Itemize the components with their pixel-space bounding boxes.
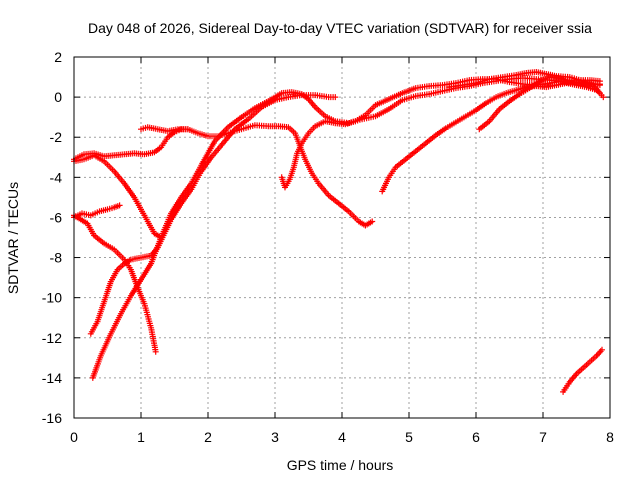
series-arc7 bbox=[138, 122, 376, 229]
series-markers bbox=[560, 346, 605, 395]
y-tick-label: -2 bbox=[50, 129, 63, 145]
y-tick-label: -4 bbox=[50, 169, 63, 185]
series-arc6 bbox=[89, 75, 603, 381]
x-tick-label: 3 bbox=[271, 429, 279, 445]
x-tick-label: 1 bbox=[137, 429, 145, 445]
y-tick-label: 2 bbox=[54, 49, 62, 65]
x-tick-label: 7 bbox=[539, 429, 547, 445]
y-tick-labels: -16 -14 -12 -10 -8 -6 -4 -2 0 2 bbox=[42, 49, 62, 426]
chart-title: Day 048 of 2026, Sidereal Day-to-day VTE… bbox=[88, 20, 592, 36]
x-tick-labels: 0 1 2 3 4 5 6 7 8 bbox=[70, 429, 614, 445]
series-arc11 bbox=[446, 69, 607, 101]
y-tick-label: -14 bbox=[42, 370, 62, 386]
x-tick-label: 4 bbox=[338, 429, 346, 445]
x-axis-title: GPS time / hours bbox=[287, 457, 394, 473]
series-markers bbox=[446, 69, 607, 101]
series-markers bbox=[379, 80, 603, 195]
y-tick-label: -16 bbox=[42, 410, 62, 426]
series-arc9 bbox=[379, 80, 603, 195]
series-markers bbox=[89, 75, 603, 381]
x-tick-label: 6 bbox=[472, 429, 480, 445]
series-arc12 bbox=[560, 346, 605, 395]
x-tick-label: 8 bbox=[606, 429, 614, 445]
x-tick-label: 0 bbox=[70, 429, 78, 445]
series-markers bbox=[138, 122, 376, 229]
data-series bbox=[71, 69, 607, 395]
y-axis-title: SDTVAR / TECUs bbox=[5, 182, 21, 294]
y-tick-label: -12 bbox=[42, 330, 62, 346]
y-tick-label: -6 bbox=[50, 209, 63, 225]
grid-lines bbox=[74, 57, 610, 418]
x-tick-label: 2 bbox=[204, 429, 212, 445]
y-tick-label: -8 bbox=[50, 250, 63, 266]
y-tick-label: 0 bbox=[54, 89, 62, 105]
y-tick-label: -10 bbox=[42, 290, 62, 306]
plot-frame bbox=[73, 56, 611, 419]
x-tick-label: 5 bbox=[405, 429, 413, 445]
